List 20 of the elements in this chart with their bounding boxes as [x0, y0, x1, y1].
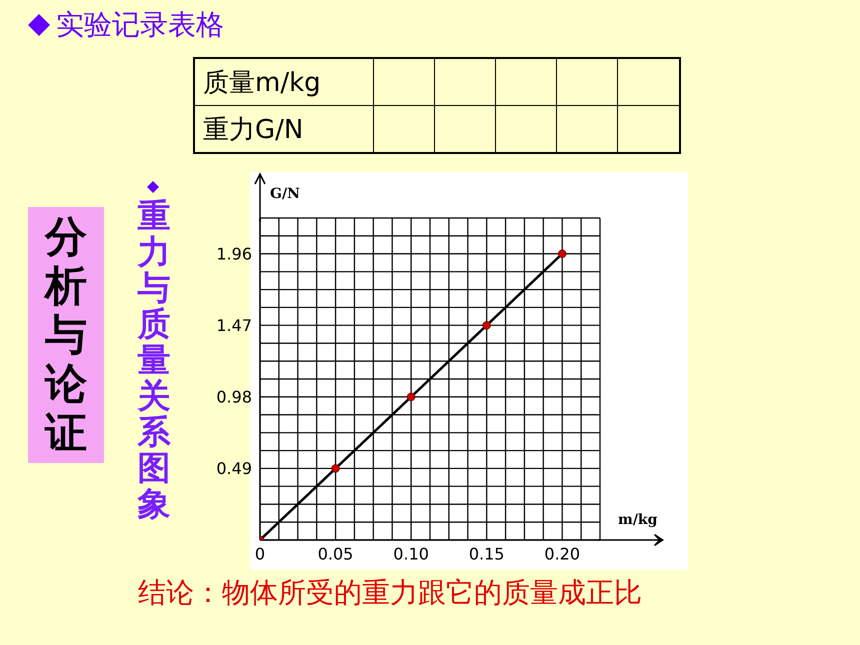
- text: 实验记录表格: [56, 7, 224, 43]
- x-tick-label: 0.05: [318, 544, 354, 564]
- y-tick-label: 1.47: [216, 316, 252, 336]
- x-tick-label: 0.20: [544, 544, 580, 564]
- point: [482, 321, 491, 330]
- table: 质量m/kg 重力G/N: [193, 57, 681, 154]
- x-axis-title: m/kg: [618, 512, 658, 528]
- chart-title: 重力与质量关系图象: [138, 196, 170, 523]
- x-tick-label: 0.10: [393, 544, 429, 564]
- y-tick-label: 0.49: [216, 459, 252, 478]
- y-tick-label: 1.96: [216, 244, 252, 264]
- x-tick-label: 0: [254, 544, 266, 564]
- text: 分析与论证: [45, 212, 87, 457]
- y-axis-title: G/N: [270, 186, 300, 202]
- point: [331, 464, 340, 473]
- point: [558, 250, 566, 258]
- y-tick-label: 0.98: [216, 388, 252, 407]
- point: [406, 392, 416, 402]
- text: 结论：物体所受的重力跟它的质量成正比: [138, 575, 642, 611]
- x-tick-label: 0.15: [468, 544, 504, 564]
